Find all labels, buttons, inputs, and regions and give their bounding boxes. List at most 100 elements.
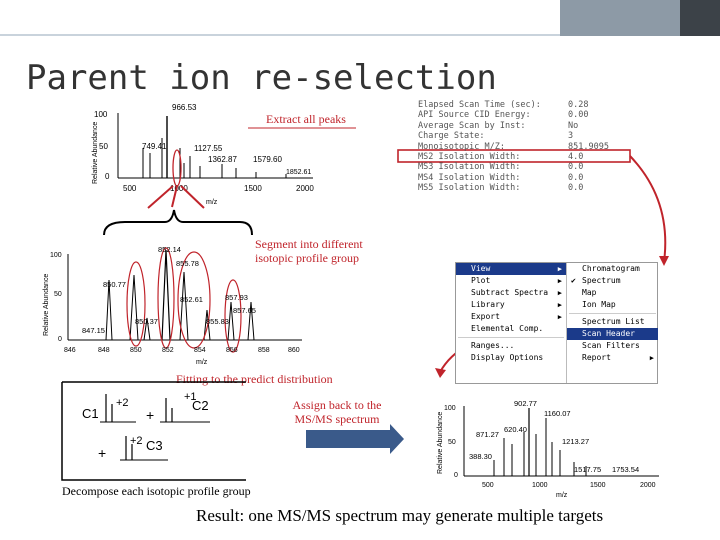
property-key: Monoisotopic M/Z: [418, 141, 505, 152]
assign-label-line1: Assign back to the [292, 398, 382, 412]
menu-separator [569, 313, 656, 314]
property-row: Monoisotopic M/Z: 851.9095 [418, 142, 686, 152]
submenu-arrow-icon: ▶ [557, 277, 562, 285]
menu-item-label: Library [471, 300, 505, 309]
plus-sign: + [98, 445, 106, 461]
assign-label: Assign back to the MS/MS spectrum [287, 398, 387, 426]
spectrum-2-peak-label: 855.83 [206, 317, 229, 326]
property-key: MS5 Isolation Width: [418, 183, 521, 194]
spectrum-2-ytick: 0 [58, 336, 62, 343]
menu-item-export[interactable]: Export ▶ [456, 311, 566, 323]
menu-item-label: Elemental Comp. [471, 324, 544, 333]
spectrum-3-peak-label: 388.30 [469, 452, 492, 461]
menu-item-label: Ranges... [471, 341, 515, 350]
slide-header-bar [0, 0, 720, 36]
menu-separator [458, 337, 564, 338]
spectrum-1-peak-label: 966.53 [172, 103, 197, 112]
property-value: 0.0 [568, 172, 584, 183]
property-key: Average Scan by Inst: [418, 120, 526, 131]
menu-item-label: Report [582, 353, 611, 362]
spectrum-2-xtick: 846 [64, 347, 76, 354]
spectrum-2-peak-label: 857.65 [233, 306, 256, 315]
spectrum-3-xtick: 2000 [640, 482, 656, 489]
segment-label-line1: Segment into different [255, 237, 363, 251]
spectrum-3-peak-label: 871.27 [476, 430, 499, 439]
menu-item-label: Display Options [471, 353, 544, 362]
charge-c3: +2 [130, 435, 143, 447]
menu-item-label: Ion Map [582, 300, 616, 309]
spectrum-3: Relative Abundance 100 50 0 902.77 1160.… [437, 399, 659, 499]
menu-item-view[interactable]: View ▶ [456, 263, 566, 275]
spectrum-1-xtick: 500 [123, 184, 137, 193]
property-key: API Source CID Energy: [418, 110, 531, 121]
charge-c1: +2 [116, 397, 129, 409]
spectrum-1-xlabel: m/z [206, 199, 218, 206]
context-menu: View ▶ Plot ▶ Subtract Spectra ▶ Library ▶ E… [455, 262, 658, 384]
context-submenu-view: Chromatogram ✔ Spectrum Map Ion Map Spect… [566, 263, 658, 383]
submenu-item-ion-map[interactable]: Ion Map [567, 299, 658, 311]
menu-item-ranges[interactable]: Ranges... [456, 340, 566, 352]
spectrum-2-peak-label: 847.15 [82, 326, 105, 335]
menu-item-label: Scan Filters [582, 341, 640, 350]
menu-item-elemental-comp[interactable]: Elemental Comp. [456, 323, 566, 335]
spectrum-3-xlabel: m/z [556, 492, 568, 499]
submenu-arrow-icon: ▶ [557, 289, 562, 297]
spectrum-1-peak-label: 1362.87 [208, 155, 237, 164]
property-value: 0.28 [568, 100, 589, 110]
spectrum-3-peak-label: 902.77 [514, 399, 537, 408]
spectrum-1-peak-label: 749.41 [142, 142, 167, 151]
property-key: Charge State: [418, 131, 485, 142]
spectrum-1-ylabel: Relative Abundance [92, 122, 99, 184]
spectrum-2-peak-label: 855.78 [176, 259, 199, 268]
menu-item-label: Spectrum List [582, 317, 645, 326]
property-row-highlighted: MS2 Isolation Width: 4.0 [418, 152, 686, 162]
property-key: MS2 Isolation Width: [418, 151, 521, 162]
property-row: API Source CID Energy: 0.00 [418, 110, 686, 120]
submenu-item-map[interactable]: Map [567, 287, 658, 299]
property-row: MS3 Isolation Width: 0.0 [418, 162, 686, 172]
segment-label-line2: isotopic profile group [255, 251, 359, 265]
spectrum-1-xtick: 2000 [296, 184, 314, 193]
submenu-item-scan-filters[interactable]: Scan Filters [567, 340, 658, 352]
menu-item-label: Subtract Spectra [471, 288, 549, 297]
spectrum-1: Relative Abundance 100 50 0 966.53 749.4… [92, 103, 314, 206]
spectrum-3-xtick: 1500 [590, 482, 606, 489]
context-menu-main: View ▶ Plot ▶ Subtract Spectra ▶ Library ▶ E… [456, 263, 566, 383]
menu-item-library[interactable]: Library ▶ [456, 299, 566, 311]
menu-item-label: View [471, 264, 491, 273]
spectrum-1-xtick: 1500 [244, 184, 262, 193]
spectrum-3-xtick: 1000 [532, 482, 548, 489]
submenu-item-spectrum[interactable]: ✔ Spectrum [567, 275, 658, 287]
decomposition-diagram: C1 +2 + +1 C2 + +2 C3 [61, 381, 246, 481]
spectrum-2-ylabel: Relative Abundance [43, 274, 50, 336]
segment-label: Segment into different isotopic profile … [255, 237, 363, 265]
property-value: 4.0 [568, 151, 584, 162]
spectrum-3-peak-label: 1517.75 [574, 465, 601, 474]
property-value: 3 [568, 131, 574, 142]
property-row: MS4 Isolation Width: 0.0 [418, 173, 686, 183]
spectrum-3-peak-label: 620.40 [504, 425, 527, 434]
submenu-item-scan-header[interactable]: Scan Header [567, 328, 658, 340]
menu-item-plot[interactable]: Plot ▶ [456, 275, 566, 287]
menu-item-display-options[interactable]: Display Options [456, 352, 566, 364]
spectrum-3-peak-label: 1753.54 [612, 465, 639, 474]
spectrum-1-peak-label: 1852.61 [286, 169, 311, 176]
spectrum-3-ytick: 100 [444, 405, 456, 412]
property-row: Average Scan by Inst: No [418, 121, 686, 131]
submenu-item-report[interactable]: Report ▶ [567, 352, 658, 364]
spectrum-3-ylabel: Relative Abundance [437, 412, 444, 474]
extract-label: Extract all peaks [266, 112, 346, 126]
menu-item-subtract-spectra[interactable]: Subtract Spectra ▶ [456, 287, 566, 299]
component-c1: C1 [82, 406, 99, 421]
spectrum-3-xtick: 500 [482, 482, 494, 489]
plus-sign: + [146, 407, 154, 423]
spectrum-2-peak-label: 850.37 [135, 317, 158, 326]
spectrum-3-peak-label: 1213.27 [562, 437, 589, 446]
submenu-item-spectrum-list[interactable]: Spectrum List [567, 316, 658, 328]
property-key: MS3 Isolation Width: [418, 162, 521, 173]
charge-c2: +1 [184, 391, 197, 403]
menu-item-label: Map [582, 288, 597, 297]
submenu-item-chromatogram[interactable]: Chromatogram [567, 263, 658, 275]
spectrum-3-peak-label: 1160.07 [544, 409, 571, 418]
spectrum-1-peak-label: 1579.60 [253, 155, 282, 164]
